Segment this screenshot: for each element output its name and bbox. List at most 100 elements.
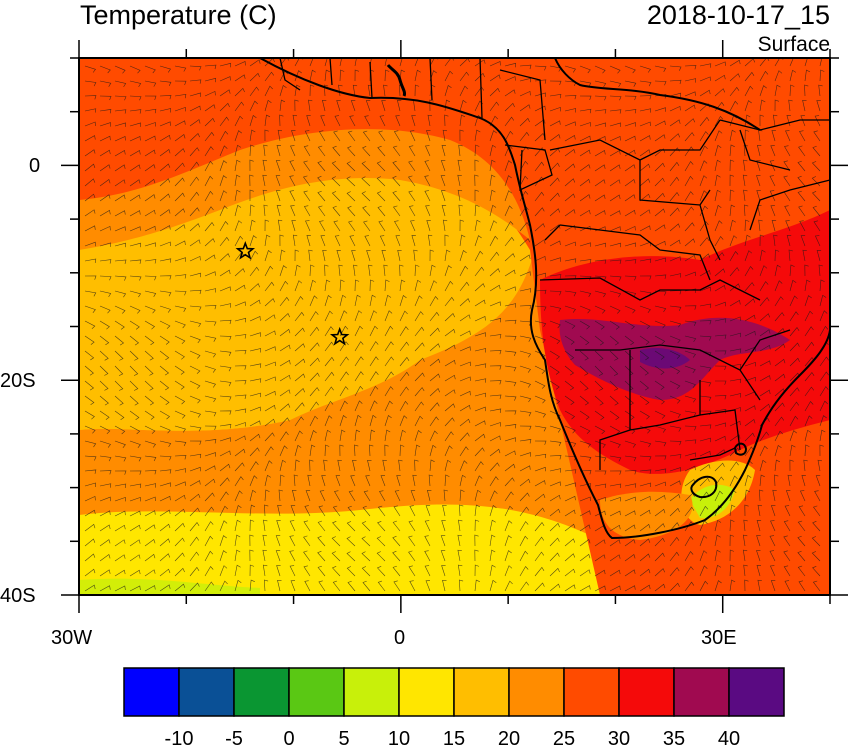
wind-barb — [264, 504, 269, 517]
wind-barb — [534, 410, 546, 418]
wind-barb — [609, 335, 620, 346]
wind-barb — [84, 395, 95, 406]
wind-barb — [639, 568, 651, 577]
wind-barb — [474, 59, 486, 67]
wind-barb — [294, 280, 303, 292]
wind-barb — [376, 161, 386, 172]
wind-barb — [624, 65, 636, 74]
wind-barb — [279, 389, 291, 397]
wind-barb — [819, 371, 829, 382]
wind-barb — [114, 350, 124, 361]
wind-barb — [324, 341, 335, 352]
wind-barb — [189, 350, 201, 359]
wind-barb — [219, 76, 231, 82]
wind-barb — [234, 534, 241, 547]
wind-barb — [354, 385, 364, 397]
wind-barb — [352, 459, 357, 472]
wind-barb — [729, 100, 739, 112]
wind-barb — [624, 510, 636, 517]
wind-barb — [669, 335, 681, 344]
wind-barb — [99, 554, 111, 562]
wind-barb — [144, 320, 156, 330]
wind-barb — [714, 130, 723, 142]
wind-barb — [234, 204, 242, 217]
wind-barb — [99, 194, 111, 202]
wind-barb — [249, 59, 261, 67]
colorbar-label: 40 — [717, 728, 741, 750]
wind-barb — [609, 210, 621, 217]
wind-barb — [189, 425, 202, 432]
wind-barb — [774, 459, 781, 472]
wind-barb — [714, 564, 722, 577]
wind-barb — [624, 305, 636, 314]
wind-barb — [684, 550, 694, 562]
wind-barb — [174, 410, 186, 419]
wind-barb — [249, 174, 254, 187]
wind-barb — [144, 539, 156, 547]
wind-barb — [129, 510, 141, 517]
wind-barb — [609, 242, 621, 248]
wind-barb — [294, 459, 300, 472]
north-coastline — [554, 57, 761, 131]
wind-barb — [129, 122, 141, 127]
wind-barb — [249, 299, 261, 307]
wind-barb — [354, 341, 364, 352]
wind-barb — [564, 584, 576, 592]
wind-barb — [234, 268, 245, 277]
wind-barb — [474, 406, 486, 412]
wind-barb — [392, 175, 401, 187]
wind-barb — [787, 474, 793, 487]
wind-barb — [129, 380, 139, 391]
wind-barb — [624, 122, 636, 127]
wind-barb — [335, 475, 341, 487]
wind-barb — [189, 161, 200, 172]
wind-barb — [204, 335, 217, 342]
wind-barb — [361, 566, 371, 577]
wind-barb — [279, 459, 287, 472]
wind-barb — [714, 490, 723, 502]
wind-barb — [346, 161, 356, 172]
wind-barb — [744, 432, 755, 442]
wind-barb — [714, 144, 722, 157]
wind-barb — [785, 220, 791, 232]
wind-barb — [129, 335, 140, 346]
colorbar-label: -5 — [225, 728, 243, 750]
wind-barb — [814, 235, 821, 247]
wind-barb — [392, 160, 401, 172]
wind-barb — [594, 539, 606, 547]
wind-barb — [744, 361, 756, 367]
wind-barb — [338, 264, 343, 277]
wind-barb — [249, 283, 260, 292]
wind-barb — [234, 519, 241, 532]
wind-barb — [429, 264, 436, 277]
wind-barb — [624, 395, 634, 406]
wind-barb — [339, 341, 349, 352]
wind-barb — [277, 219, 283, 232]
wind-barb — [264, 219, 269, 232]
wind-barb — [684, 175, 694, 187]
wind-barb — [594, 109, 607, 114]
wind-barb — [729, 447, 740, 457]
wind-barb — [381, 100, 386, 112]
wind-barb — [84, 275, 97, 280]
wind-barb — [399, 429, 406, 442]
wind-barb — [609, 539, 621, 547]
wind-barb — [441, 565, 446, 577]
wind-barb — [189, 79, 202, 84]
wind-barb — [114, 496, 126, 502]
wind-barb — [144, 569, 156, 577]
wind-barb — [489, 462, 500, 472]
lake-volta — [386, 64, 406, 97]
wind-barb — [84, 305, 96, 313]
wind-barb — [174, 305, 187, 312]
wind-barb — [564, 95, 577, 100]
wind-barb — [398, 459, 403, 472]
wind-barb — [519, 565, 529, 577]
wind-barb — [275, 175, 281, 187]
wind-barb — [654, 192, 665, 202]
wind-barb — [384, 341, 394, 352]
wind-barb — [504, 205, 513, 217]
wind-barb — [322, 249, 327, 262]
wind-barb — [369, 310, 378, 322]
wind-barb — [129, 259, 142, 264]
